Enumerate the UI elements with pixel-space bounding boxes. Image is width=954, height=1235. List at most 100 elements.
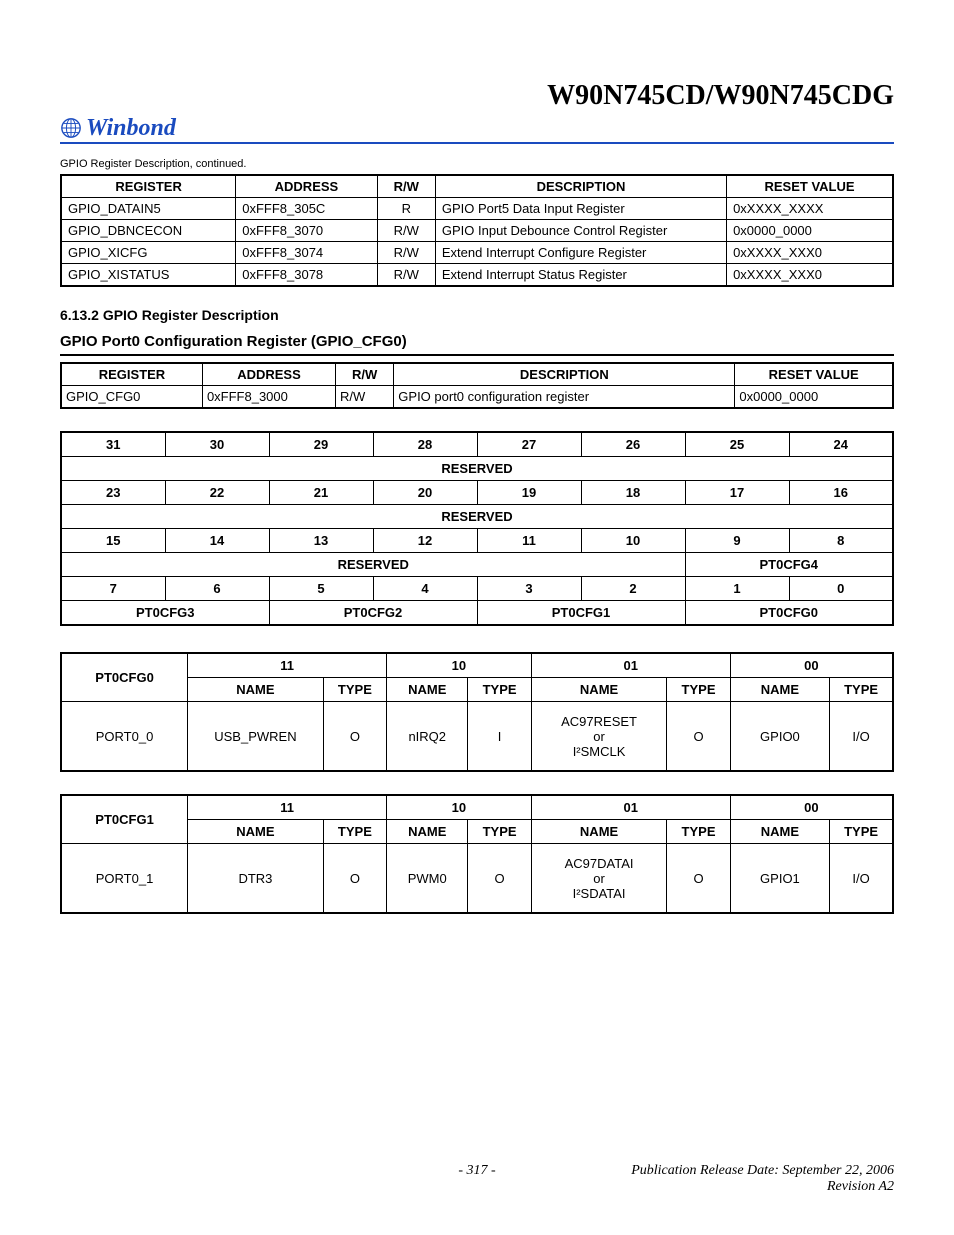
register-table-2: REGISTER ADDRESS R/W DESCRIPTION RESET V… (60, 362, 894, 409)
cell-register: GPIO_CFG0 (61, 386, 202, 409)
col-rw: R/W (336, 363, 394, 386)
cell-rw: R/W (377, 220, 435, 242)
cell-reset: 0xXXXX_XXX0 (727, 242, 893, 264)
bit-number: 11 (477, 529, 581, 553)
port-label: PORT0_0 (61, 702, 188, 772)
cell-type: O (667, 844, 730, 914)
bit-number: 9 (685, 529, 789, 553)
bit-number: 15 (61, 529, 165, 553)
cell-type: I (468, 702, 531, 772)
col-type: TYPE (830, 678, 893, 702)
bit-number: 18 (581, 481, 685, 505)
register-subheading: GPIO Port0 Configuration Register (GPIO_… (60, 333, 894, 350)
bit-field: RESERVED (61, 457, 893, 481)
col-name: NAME (730, 678, 829, 702)
cell-desc: Extend Interrupt Status Register (435, 264, 726, 287)
cell-address: 0xFFF8_305C (236, 198, 377, 220)
col-name: NAME (188, 820, 324, 844)
bit-field: PT0CFG3 (61, 601, 269, 626)
cell-name: PWM0 (387, 844, 468, 914)
table-row: GPIO_DATAIN50xFFF8_305CRGPIO Port5 Data … (61, 198, 893, 220)
bit-field: PT0CFG4 (685, 553, 893, 577)
cell-desc: Extend Interrupt Configure Register (435, 242, 726, 264)
port-label: PORT0_1 (61, 844, 188, 914)
logo-block: Winbond (60, 116, 894, 144)
config-value-header: 11 (188, 795, 387, 820)
bit-number-row: 15141312111098 (61, 529, 893, 553)
bit-number: 23 (61, 481, 165, 505)
cell-name: DTR3 (188, 844, 324, 914)
cell-address: 0xFFF8_3000 (202, 386, 335, 409)
bit-field-row: RESERVED (61, 505, 893, 529)
cell-reset: 0x0000_0000 (735, 386, 893, 409)
bit-number: 1 (685, 577, 789, 601)
config-value-header: 01 (531, 795, 730, 820)
bit-number-row: 3130292827262524 (61, 432, 893, 457)
cell-rw: R/W (377, 264, 435, 287)
bit-number: 26 (581, 432, 685, 457)
col-register: REGISTER (61, 175, 236, 198)
cell-register: GPIO_DBNCECON (61, 220, 236, 242)
config-table: PT0CFG011100100NAMETYPENAMETYPENAMETYPEN… (60, 652, 894, 772)
section-heading: 6.13.2 GPIO Register Description (60, 307, 894, 323)
col-name: NAME (531, 820, 667, 844)
logo-text: Winbond (86, 116, 176, 140)
bit-number: 24 (789, 432, 893, 457)
bit-number: 28 (373, 432, 477, 457)
cell-desc: GPIO port0 configuration register (394, 386, 735, 409)
bit-number: 4 (373, 577, 477, 601)
bitfield-table: 3130292827262524RESERVED2322212019181716… (60, 431, 894, 626)
cell-desc: GPIO Port5 Data Input Register (435, 198, 726, 220)
cell-type: I/O (830, 702, 893, 772)
cell-name: AC97RESETorI²SMCLK (531, 702, 667, 772)
cell-register: GPIO_XISTATUS (61, 264, 236, 287)
cell-register: GPIO_DATAIN5 (61, 198, 236, 220)
col-type: TYPE (468, 678, 531, 702)
cell-address: 0xFFF8_3078 (236, 264, 377, 287)
bit-number: 17 (685, 481, 789, 505)
bit-number: 13 (269, 529, 373, 553)
col-name: NAME (188, 678, 324, 702)
publication-date: Publication Release Date: September 22, … (496, 1163, 894, 1179)
bit-number: 12 (373, 529, 477, 553)
cell-type: O (667, 702, 730, 772)
col-address: ADDRESS (236, 175, 377, 198)
col-reset: RESET VALUE (727, 175, 893, 198)
col-name: NAME (387, 820, 468, 844)
bit-number: 16 (789, 481, 893, 505)
cell-type: O (323, 844, 386, 914)
col-type: TYPE (323, 678, 386, 702)
col-register: REGISTER (61, 363, 202, 386)
config-label: PT0CFG1 (61, 795, 188, 844)
divider (60, 354, 894, 356)
bit-number: 3 (477, 577, 581, 601)
config-table: PT0CFG111100100NAMETYPENAMETYPENAMETYPEN… (60, 794, 894, 914)
bit-number: 2 (581, 577, 685, 601)
col-address: ADDRESS (202, 363, 335, 386)
col-type: TYPE (323, 820, 386, 844)
cell-reset: 0x0000_0000 (727, 220, 893, 242)
bit-number: 20 (373, 481, 477, 505)
col-type: TYPE (830, 820, 893, 844)
bit-field: RESERVED (61, 505, 893, 529)
cell-name: USB_PWREN (188, 702, 324, 772)
config-tables: PT0CFG011100100NAMETYPENAMETYPENAMETYPEN… (60, 652, 894, 914)
cell-register: GPIO_XICFG (61, 242, 236, 264)
table-row: GPIO_XICFG0xFFF8_3074R/WExtend Interrupt… (61, 242, 893, 264)
revision: Revision A2 (496, 1179, 894, 1195)
cell-address: 0xFFF8_3070 (236, 220, 377, 242)
cell-reset: 0xXXXX_XXX0 (727, 264, 893, 287)
bit-field-row: PT0CFG3PT0CFG2PT0CFG1PT0CFG0 (61, 601, 893, 626)
col-type: TYPE (667, 820, 730, 844)
bit-number: 8 (789, 529, 893, 553)
cell-rw: R (377, 198, 435, 220)
bit-number: 14 (165, 529, 269, 553)
bit-number: 29 (269, 432, 373, 457)
bit-field-row: RESERVEDPT0CFG4 (61, 553, 893, 577)
bit-field: PT0CFG1 (477, 601, 685, 626)
document-title: W90N745CD/W90N745CDG (60, 80, 894, 112)
bit-number: 6 (165, 577, 269, 601)
col-reset: RESET VALUE (735, 363, 893, 386)
table-row: GPIO_CFG00xFFF8_3000R/WGPIO port0 config… (61, 386, 893, 409)
page-number: - 317 - (458, 1163, 495, 1195)
